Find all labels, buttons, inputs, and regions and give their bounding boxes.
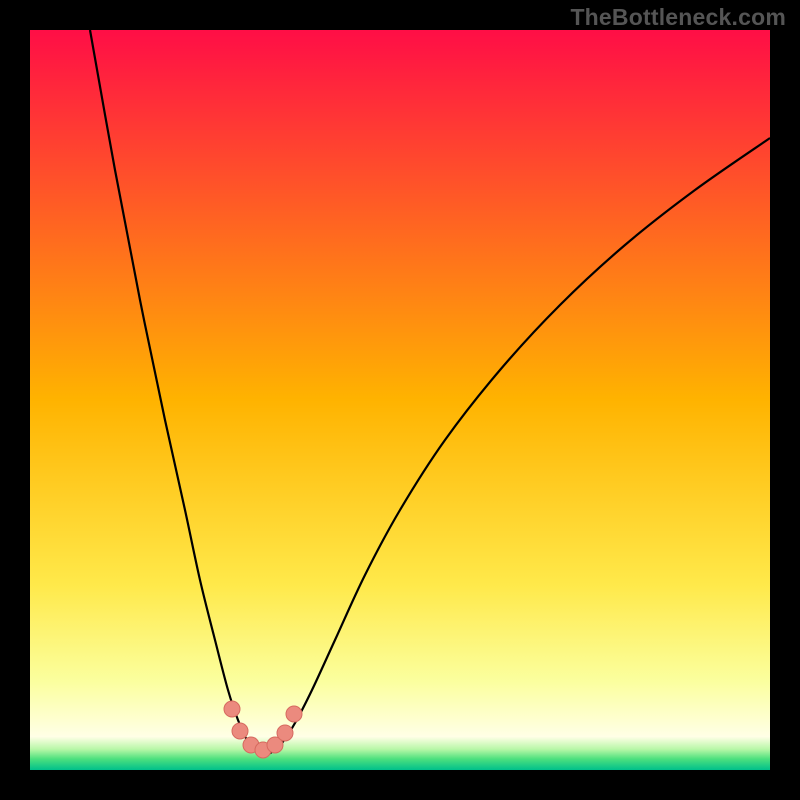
curve-marker	[286, 706, 302, 722]
curve-marker	[232, 723, 248, 739]
chart-inner-bg	[30, 30, 770, 770]
bottleneck-chart	[0, 0, 800, 800]
curve-marker	[277, 725, 293, 741]
curve-marker	[224, 701, 240, 717]
watermark-text: TheBottleneck.com	[570, 4, 786, 31]
